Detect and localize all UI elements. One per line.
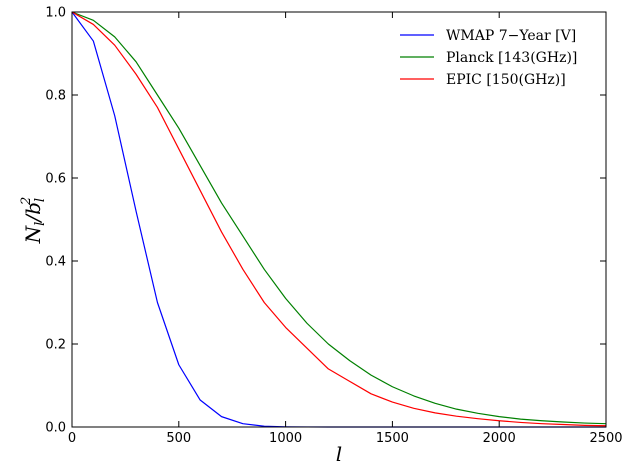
y-label-sub: l	[33, 222, 48, 226]
y-label-sup2: 2	[19, 197, 34, 206]
series-line-1	[71, 11, 607, 425]
y-tick-label: 0.0	[45, 421, 66, 436]
plot-background	[72, 12, 606, 427]
y-tick-label: 0.2	[45, 338, 66, 353]
legend: WMAP 7−Year [V] Planck [143(GHz)] EPIC [15…	[400, 28, 577, 88]
y-label-main: N	[21, 224, 45, 244]
legend-label-0: WMAP 7−Year [V]	[446, 28, 576, 44]
x-tick-label: 2500	[589, 431, 622, 446]
svg-text:Nl/bl2: Nl/bl2	[19, 197, 48, 245]
x-tick-label: 1000	[269, 431, 302, 446]
x-tick-label: 0	[68, 431, 76, 446]
y-tick-label: 0.8	[45, 89, 66, 104]
x-tick-label: 2000	[483, 431, 516, 446]
y-label-mid: /b	[21, 202, 45, 224]
legend-label-1: Planck [143(GHz)]	[446, 50, 577, 66]
y-tick-label: 0.4	[45, 255, 66, 270]
series-line-2	[71, 11, 607, 427]
y-axis-label: Nl/bl2	[19, 197, 48, 245]
plot-frame	[71, 11, 607, 428]
y-axis: 0.0 0.2 0.4 0.6 0.8 1.0	[45, 6, 606, 436]
x-tick-label: 500	[166, 431, 191, 446]
x-axis: 0 500 1000 1500 2000 2500	[68, 12, 623, 446]
x-tick-label: 1500	[376, 431, 409, 446]
legend-label-2: EPIC [150(GHz)]	[446, 72, 566, 88]
x-axis-label: l	[336, 442, 342, 463]
y-tick-label: 0.6	[45, 172, 66, 187]
y-label-sub2: l	[33, 198, 48, 202]
y-tick-label: 1.0	[45, 6, 66, 21]
